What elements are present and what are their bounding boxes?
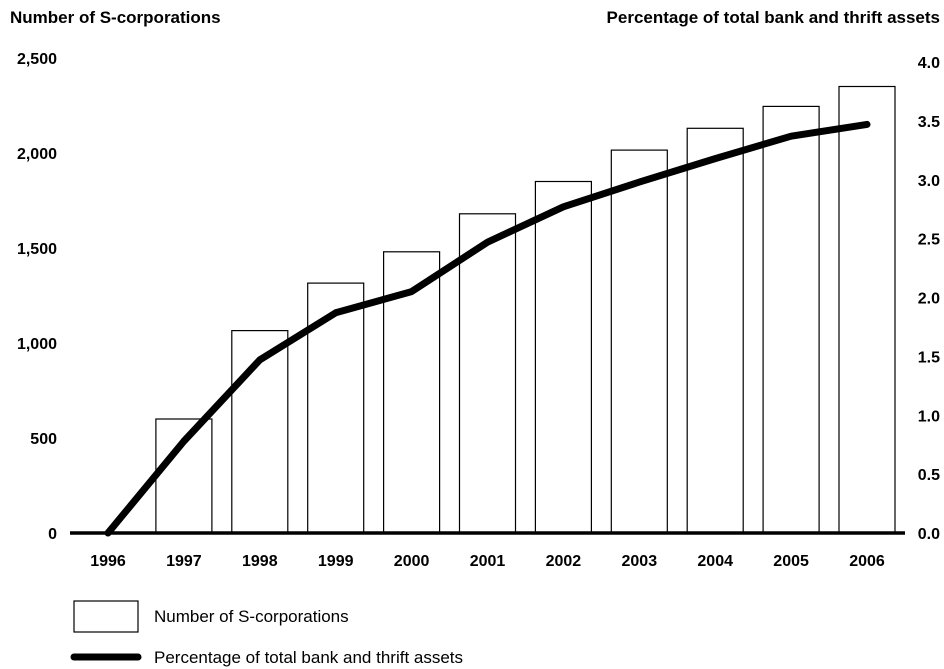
x-tick-label: 2005 xyxy=(773,553,809,570)
bar-2005 xyxy=(762,105,820,534)
left-tick-label: 2,000 xyxy=(17,146,57,163)
right-axis-title: Percentage of total bank and thrift asse… xyxy=(607,8,940,27)
bar-2004 xyxy=(686,127,744,534)
left-tick-label: 2,500 xyxy=(17,51,57,68)
x-tick-label: 1997 xyxy=(166,553,202,570)
right-tick-label: 2.0 xyxy=(918,291,940,308)
x-tick-label: 2004 xyxy=(697,553,733,570)
left-axis-ticks: 0 500 1,000 1,500 2,000 2,500 xyxy=(17,51,57,543)
right-tick-label: 2.5 xyxy=(918,232,940,249)
x-tick-label: 1999 xyxy=(318,553,354,570)
x-tick-label: 2006 xyxy=(849,553,885,570)
left-tick-label: 1,500 xyxy=(17,241,57,258)
x-axis-labels: 1996 1997 1998 1999 2000 2001 2002 2003 2004 2005… xyxy=(90,553,885,570)
x-tick-label: 2000 xyxy=(394,553,430,570)
x-tick-label: 2001 xyxy=(470,553,506,570)
percentage-line xyxy=(104,120,871,537)
bar-2002 xyxy=(534,180,593,534)
right-tick-label: 0.0 xyxy=(918,526,940,543)
bar-series xyxy=(155,85,896,534)
left-tick-label: 0 xyxy=(48,526,57,543)
right-axis-ticks: 0.0 0.5 1.0 1.5 2.0 2.5 3.0 3.5 4.0 xyxy=(918,55,940,543)
right-tick-label: 1.5 xyxy=(918,349,940,366)
right-tick-label: 1.0 xyxy=(918,408,940,425)
right-tick-label: 0.5 xyxy=(918,467,940,484)
legend-bar-label: Number of S-corporations xyxy=(154,607,349,626)
x-tick-label: 2003 xyxy=(622,553,658,570)
right-tick-label: 3.5 xyxy=(918,114,940,131)
left-tick-label: 500 xyxy=(30,431,57,448)
x-tick-label: 2002 xyxy=(546,553,582,570)
right-tick-label: 3.0 xyxy=(918,173,940,190)
x-tick-label: 1996 xyxy=(90,553,126,570)
bar-2006 xyxy=(838,85,896,534)
legend-bar-swatch xyxy=(73,600,139,633)
bar-1999 xyxy=(307,282,365,534)
legend: Number of S-corporations Percentage of t… xyxy=(70,600,463,667)
legend-line-label: Percentage of total bank and thrift asse… xyxy=(154,648,463,667)
bar-2003 xyxy=(610,149,668,534)
left-axis-title: Number of S-corporations xyxy=(10,8,221,27)
bar-2001 xyxy=(458,213,517,534)
x-tick-label: 1998 xyxy=(242,553,278,570)
right-tick-label: 4.0 xyxy=(918,55,940,72)
left-tick-label: 1,000 xyxy=(17,336,57,353)
